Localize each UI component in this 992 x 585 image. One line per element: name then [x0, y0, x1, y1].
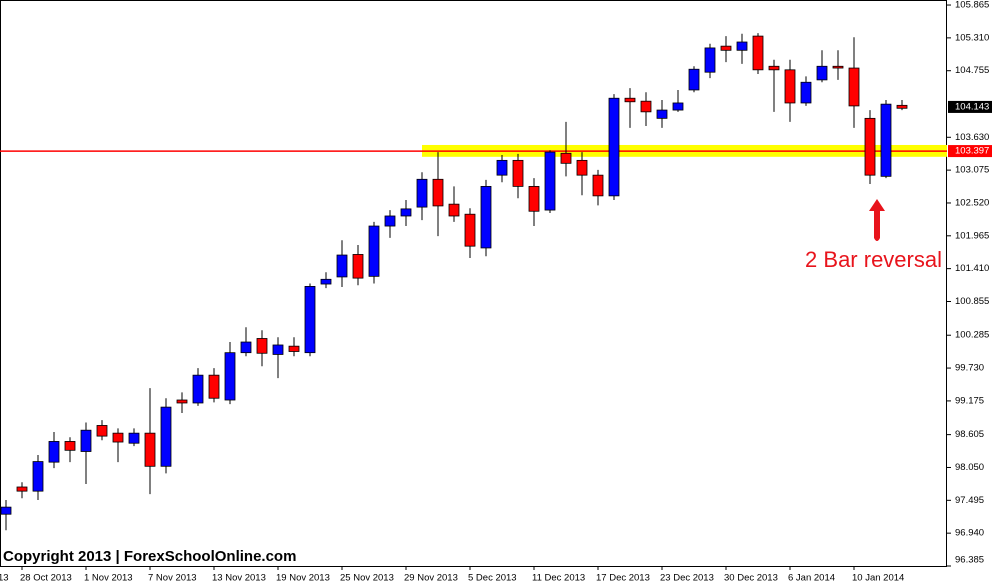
y-tick-label: 103.630 — [955, 132, 989, 143]
level-price-box — [948, 145, 992, 158]
candle-body — [496, 159, 508, 176]
candle-body — [224, 352, 236, 401]
candle-body — [32, 461, 44, 492]
candle-body — [64, 441, 76, 451]
y-tick-label: 103.075 — [955, 165, 989, 176]
candle-body — [320, 278, 332, 285]
y-tick-label: 101.965 — [955, 230, 989, 241]
y-tick-label: 96.385 — [955, 555, 984, 566]
candle-body — [864, 117, 876, 176]
candle-body — [784, 69, 796, 104]
y-tick-label: 102.520 — [955, 197, 989, 208]
y-tick-label: 100.285 — [955, 330, 989, 341]
candle-body — [672, 102, 684, 111]
candle-body — [352, 254, 364, 279]
candle-body — [288, 345, 300, 352]
y-tick-label: 98.050 — [955, 462, 984, 473]
y-tick-label: 101.410 — [955, 263, 989, 274]
level-price-label: 103.397 — [955, 146, 989, 157]
candle-body — [656, 109, 668, 119]
candle-body — [80, 429, 92, 452]
candle-body — [432, 178, 444, 207]
copyright: Copyright 2013 | ForexSchoolOnline.com — [3, 548, 296, 565]
candle-body — [512, 159, 524, 187]
x-tick-label: 6 Jan 2014 — [788, 573, 835, 584]
candle-body — [704, 47, 716, 73]
candle-body — [832, 65, 844, 69]
candle-body — [304, 286, 316, 354]
x-tick-label: 1 Nov 2013 — [84, 573, 133, 584]
x-tick-label: 29 Nov 2013 — [404, 573, 458, 584]
x-tick-label: 13 — [0, 573, 9, 584]
candle-body — [576, 159, 588, 176]
candle-body — [480, 185, 492, 249]
candle-body — [448, 203, 460, 217]
y-tick-label: 99.730 — [955, 363, 984, 374]
annotation-arrow — [869, 199, 885, 241]
candle-body — [896, 104, 908, 109]
candle-body — [880, 103, 892, 177]
y-tick-label: 104.755 — [955, 65, 989, 76]
candle-body — [96, 425, 108, 437]
candle-body — [736, 41, 748, 51]
x-tick-label: 13 Nov 2013 — [212, 573, 266, 584]
candle-body — [16, 486, 28, 492]
x-tick-label: 19 Nov 2013 — [276, 573, 330, 584]
candle-body — [192, 374, 204, 404]
x-tick-label: 23 Dec 2013 — [660, 573, 714, 584]
candle-body — [400, 208, 412, 217]
candle-body — [336, 254, 348, 278]
candle-body — [384, 215, 396, 227]
current-price-label: 104.143 — [955, 101, 989, 112]
candle-body — [0, 506, 12, 515]
y-tick-label: 100.855 — [955, 296, 989, 307]
candle-body — [624, 97, 636, 103]
candle-body — [544, 151, 556, 211]
candle-body — [272, 344, 284, 355]
candle-body — [416, 178, 428, 208]
candle-body — [528, 185, 540, 212]
x-tick-label: 25 Nov 2013 — [340, 573, 394, 584]
candle-body — [640, 100, 652, 113]
candle-body — [144, 432, 156, 467]
candle-body — [720, 45, 732, 51]
candle-body — [160, 406, 172, 467]
y-tick-label: 98.605 — [955, 429, 984, 440]
x-tick-label: 28 Oct 2013 — [20, 573, 72, 584]
candle-body — [608, 97, 620, 197]
y-tick-label: 96.940 — [955, 528, 984, 539]
candle-body — [768, 65, 780, 71]
y-tick-label: 105.310 — [955, 32, 989, 43]
candle-body — [816, 65, 828, 81]
x-tick-label: 5 Dec 2013 — [468, 573, 517, 584]
y-tick-label: 97.495 — [955, 495, 984, 506]
x-tick-label: 11 Dec 2013 — [532, 573, 585, 584]
candle-body — [176, 399, 188, 404]
candle-body — [848, 67, 860, 107]
candle-body — [368, 225, 380, 277]
candle-body — [688, 68, 700, 91]
x-tick-label: 7 Nov 2013 — [148, 573, 197, 584]
candle-body — [800, 81, 812, 104]
candle-body — [256, 338, 268, 354]
candle-body — [48, 441, 60, 463]
candle-body — [208, 374, 220, 399]
y-tick-label: 99.175 — [955, 395, 984, 406]
x-tick-label: 17 Dec 2013 — [596, 573, 650, 584]
candle-body — [240, 341, 252, 354]
candle-body — [560, 152, 572, 164]
current-price-box — [948, 100, 992, 113]
x-tick-label: 30 Dec 2013 — [724, 573, 778, 584]
annotation: 2 Bar reversal — [805, 247, 942, 272]
y-tick-label: 105.865 — [955, 0, 989, 11]
candle-body — [592, 174, 604, 197]
candle-body — [128, 432, 140, 444]
candle-body — [752, 35, 764, 71]
candle-body — [464, 213, 476, 247]
candle-body — [112, 432, 124, 443]
x-tick-label: 10 Jan 2014 — [852, 573, 904, 584]
